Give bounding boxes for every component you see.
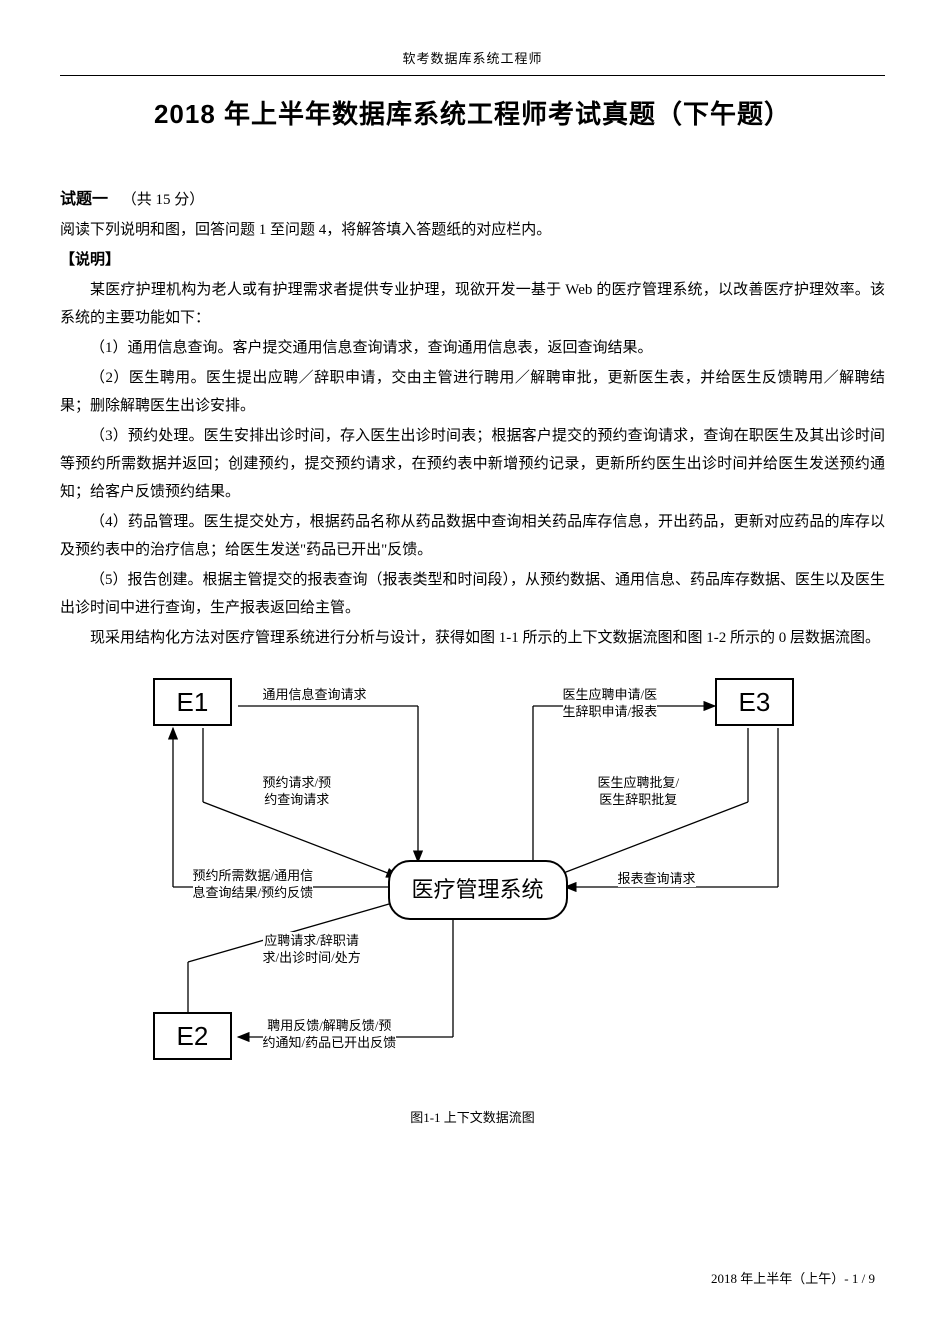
question-score: （共 15 分） [122,192,205,208]
entity-e3: E3 [715,678,795,726]
para-7: 现采用结构化方法对医疗管理系统进行分析与设计，获得如图 1-1 所示的上下文数据… [60,624,885,652]
flow-label-4: 医生应聘批复/ 医生辞职批复 [598,774,680,808]
diagram-caption: 图1-1 上下文数据流图 [60,1104,885,1132]
desc-label: 【说明】 [60,246,885,274]
entity-e2: E2 [153,1012,233,1060]
flow-label-1: 通用信息查询请求 [263,686,367,703]
para-4: （3）预约处理。医生安排出诊时间，存入医生出诊时间表；根据客户提交的预约查询请求… [60,422,885,506]
para-3: （2）医生聘用。医生提出应聘／辞职申请，交由主管进行聘用／解聘审批，更新医生表，… [60,364,885,420]
context-dfd-diagram: E1 E3 E2 医疗管理系统 通用信息查询请求 医生应聘申请/医 生辞职申请/… [133,672,813,1092]
flow-label-7: 应聘请求/辞职请 求/出诊时间/处方 [263,932,361,966]
system-process: 医疗管理系统 [388,860,568,920]
page-footer: 2018 年上半年（上午）- 1 / 9 [711,1268,875,1287]
instruction-text: 阅读下列说明和图，回答问题 1 至问题 4，将解答填入答题纸的对应栏内。 [60,216,885,244]
flow-label-5: 预约所需数据/通用信 息查询结果/预约反馈 [193,867,314,901]
para-5: （4）药品管理。医生提交处方，根据药品名称从药品数据中查询相关药品库存信息，开出… [60,508,885,564]
flow-label-6: 报表查询请求 [618,870,696,887]
para-6: （5）报告创建。根据主管提交的报表查询（报表类型和时间段），从预约数据、通用信息… [60,566,885,622]
entity-e1: E1 [153,678,233,726]
question-label: 试题一 [60,191,108,208]
flow-label-8: 聘用反馈/解聘反馈/预 约通知/药品已开出反馈 [263,1017,397,1051]
flow-label-2: 医生应聘申请/医 生辞职申请/报表 [563,686,658,720]
para-1: 某医疗护理机构为老人或有护理需求者提供专业护理，现欲开发一基于 Web 的医疗管… [60,276,885,332]
page-title: 2018 年上半年数据库系统工程师考试真题（下午题） [0,94,945,131]
content-body: 试题一 （共 15 分） 阅读下列说明和图，回答问题 1 至问题 4，将解答填入… [60,186,885,1132]
running-header: 软考数据库系统工程师 [0,0,945,67]
header-rule [60,75,885,76]
flow-label-3: 预约请求/预 约查询请求 [263,774,332,808]
para-2: （1）通用信息查询。客户提交通用信息查询请求，查询通用信息表，返回查询结果。 [60,334,885,362]
